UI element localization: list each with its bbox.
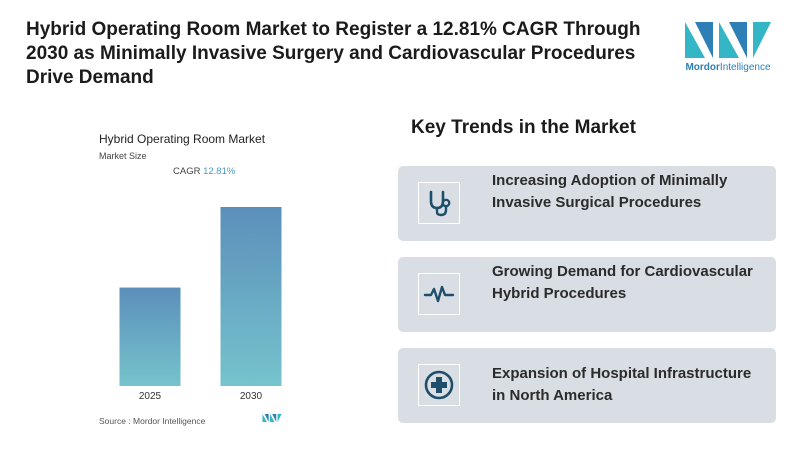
logo-wordmark: MordorIntelligence [685, 62, 771, 73]
source-logo-icon [262, 414, 282, 422]
logo-mark-icon [685, 22, 771, 58]
trend-card-cardiovascular: Growing Demand for Cardiovascular Hybrid… [398, 257, 776, 332]
x-tick-label-2030: 2030 [240, 391, 263, 402]
key-trends-heading: Key Trends in the Market [411, 117, 636, 138]
cagr-value: 12.81% [203, 166, 236, 177]
mordor-intelligence-logo: MordorIntelligence [683, 18, 773, 78]
market-size-chart: 2025 2030 Hybrid Operating Room Market Ma… [90, 120, 300, 435]
trend-icon-frame [418, 364, 460, 406]
bar-2025 [119, 287, 181, 386]
heartbeat-icon [423, 285, 455, 303]
chart-title: Hybrid Operating Room Market [99, 132, 266, 146]
trend-label: Growing Demand for Cardiovascular Hybrid… [492, 263, 753, 302]
medical-cross-icon [424, 370, 454, 400]
trend-label: Increasing Adoption of Minimally Invasiv… [492, 172, 728, 211]
trend-icon-frame [418, 182, 460, 224]
cagr-label: CAGR 12.81% [173, 166, 236, 177]
trend-label: Expansion of Hospital Infrastructure in … [492, 365, 752, 404]
bar-chart-canvas: 2025 2030 [119, 207, 282, 402]
x-tick-label-2025: 2025 [139, 391, 162, 402]
bar-2030 [220, 207, 282, 386]
trend-card-hospital-infrastructure: Expansion of Hospital Infrastructure in … [398, 348, 776, 423]
trend-card-minimally-invasive: Increasing Adoption of Minimally Invasiv… [398, 166, 776, 241]
trend-icon-frame [418, 273, 460, 315]
chart-subtitle: Market Size [99, 151, 147, 161]
stethoscope-icon [429, 190, 451, 217]
chart-source: Source : Mordor Intelligence [99, 416, 206, 426]
page-title: Hybrid Operating Room Market to Register… [26, 19, 641, 88]
